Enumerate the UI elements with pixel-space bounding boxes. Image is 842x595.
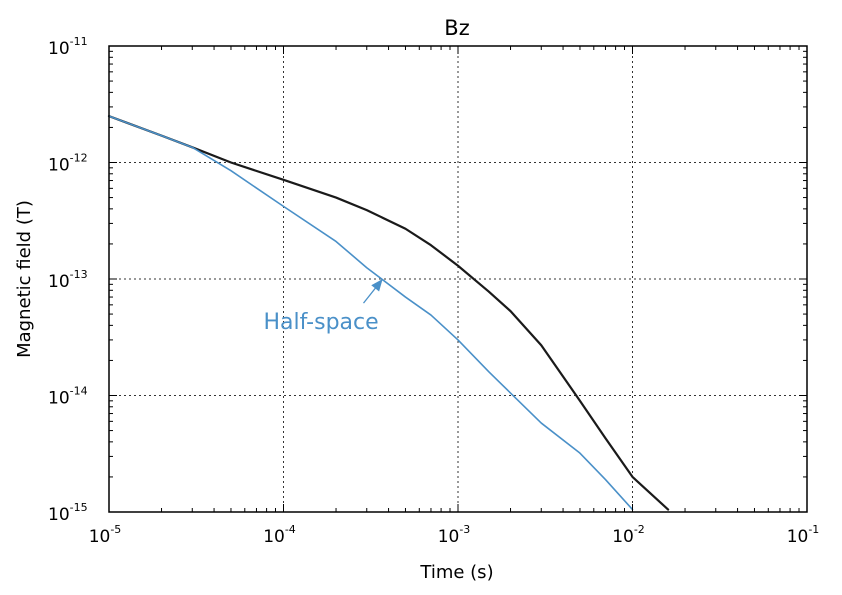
series-1 bbox=[108, 115, 634, 511]
data-point bbox=[540, 422, 542, 424]
y-tick-exponent: -11 bbox=[70, 35, 88, 48]
y-tick-label: 10-11 bbox=[48, 35, 88, 59]
grid bbox=[109, 46, 807, 512]
data-point bbox=[404, 296, 406, 298]
y-tick-base: 10 bbox=[48, 156, 70, 176]
data-point bbox=[282, 205, 284, 207]
data-point bbox=[488, 290, 490, 292]
y-tick-base: 10 bbox=[48, 505, 70, 525]
data-point bbox=[457, 265, 459, 267]
x-tick-exponent: -2 bbox=[634, 523, 645, 536]
data-point bbox=[430, 314, 432, 316]
data-point bbox=[230, 170, 232, 172]
x-tick-label: 10-1 bbox=[787, 523, 820, 547]
data-point bbox=[509, 392, 511, 394]
x-tick-base: 10 bbox=[787, 527, 809, 547]
annotation-label: Half-space bbox=[264, 310, 379, 335]
annotations: Half-space bbox=[264, 278, 384, 335]
data-point bbox=[457, 339, 459, 341]
y-tick-exponent: -14 bbox=[70, 385, 88, 398]
data-point bbox=[366, 267, 368, 269]
data-point bbox=[404, 228, 406, 230]
x-tick-base: 10 bbox=[612, 527, 634, 547]
x-tick-exponent: -3 bbox=[459, 523, 470, 536]
x-tick-base: 10 bbox=[89, 527, 111, 547]
y-tick-label: 10-14 bbox=[48, 385, 88, 409]
y-tick-label: 10-15 bbox=[48, 501, 88, 525]
y-tick-exponent: -13 bbox=[70, 268, 88, 281]
x-tick-base: 10 bbox=[263, 527, 285, 547]
annotation-arrow-head bbox=[371, 279, 383, 292]
data-point bbox=[579, 452, 581, 454]
y-tick-exponent: -12 bbox=[70, 152, 88, 165]
x-tick-label: 10-2 bbox=[612, 523, 645, 547]
data-point bbox=[604, 478, 606, 480]
y-tick-base: 10 bbox=[48, 272, 70, 292]
x-tick-base: 10 bbox=[438, 527, 460, 547]
y-tick-exponent: -15 bbox=[70, 501, 88, 514]
chart-title: Bz bbox=[444, 16, 469, 40]
series-lines bbox=[107, 115, 670, 511]
data-point bbox=[335, 240, 337, 242]
axis-ticks bbox=[108, 45, 808, 513]
x-tick-label: 10-5 bbox=[89, 523, 122, 547]
y-axis-label: Magnetic field (T) bbox=[14, 200, 35, 358]
data-point bbox=[430, 244, 432, 246]
data-point bbox=[540, 344, 542, 346]
data-point bbox=[191, 146, 193, 148]
x-tick-labels: 10-5 10-4 10-3 10-2 10-1 bbox=[89, 523, 820, 547]
data-point bbox=[160, 134, 162, 136]
data-point bbox=[631, 476, 633, 478]
data-point bbox=[230, 161, 232, 163]
series-line-0 bbox=[107, 115, 670, 511]
x-tick-exponent: -4 bbox=[285, 523, 296, 536]
x-tick-label: 10-4 bbox=[263, 523, 296, 547]
series-0 bbox=[107, 115, 670, 511]
x-tick-exponent: -5 bbox=[110, 523, 121, 536]
data-point bbox=[604, 437, 606, 439]
data-point bbox=[366, 209, 368, 211]
y-tick-base: 10 bbox=[48, 389, 70, 409]
x-axis-label: Time (s) bbox=[419, 562, 493, 583]
y-tick-label: 10-13 bbox=[48, 268, 88, 292]
y-tick-label: 10-12 bbox=[48, 152, 88, 176]
x-tick-exponent: -1 bbox=[808, 523, 819, 536]
y-tick-base: 10 bbox=[48, 39, 70, 59]
x-tick-label: 10-3 bbox=[438, 523, 471, 547]
data-point bbox=[667, 508, 669, 510]
data-point bbox=[488, 371, 490, 373]
series-line-1 bbox=[108, 115, 634, 511]
data-point bbox=[282, 179, 284, 181]
data-point bbox=[509, 310, 511, 312]
data-point bbox=[579, 400, 581, 402]
data-point bbox=[335, 196, 337, 198]
